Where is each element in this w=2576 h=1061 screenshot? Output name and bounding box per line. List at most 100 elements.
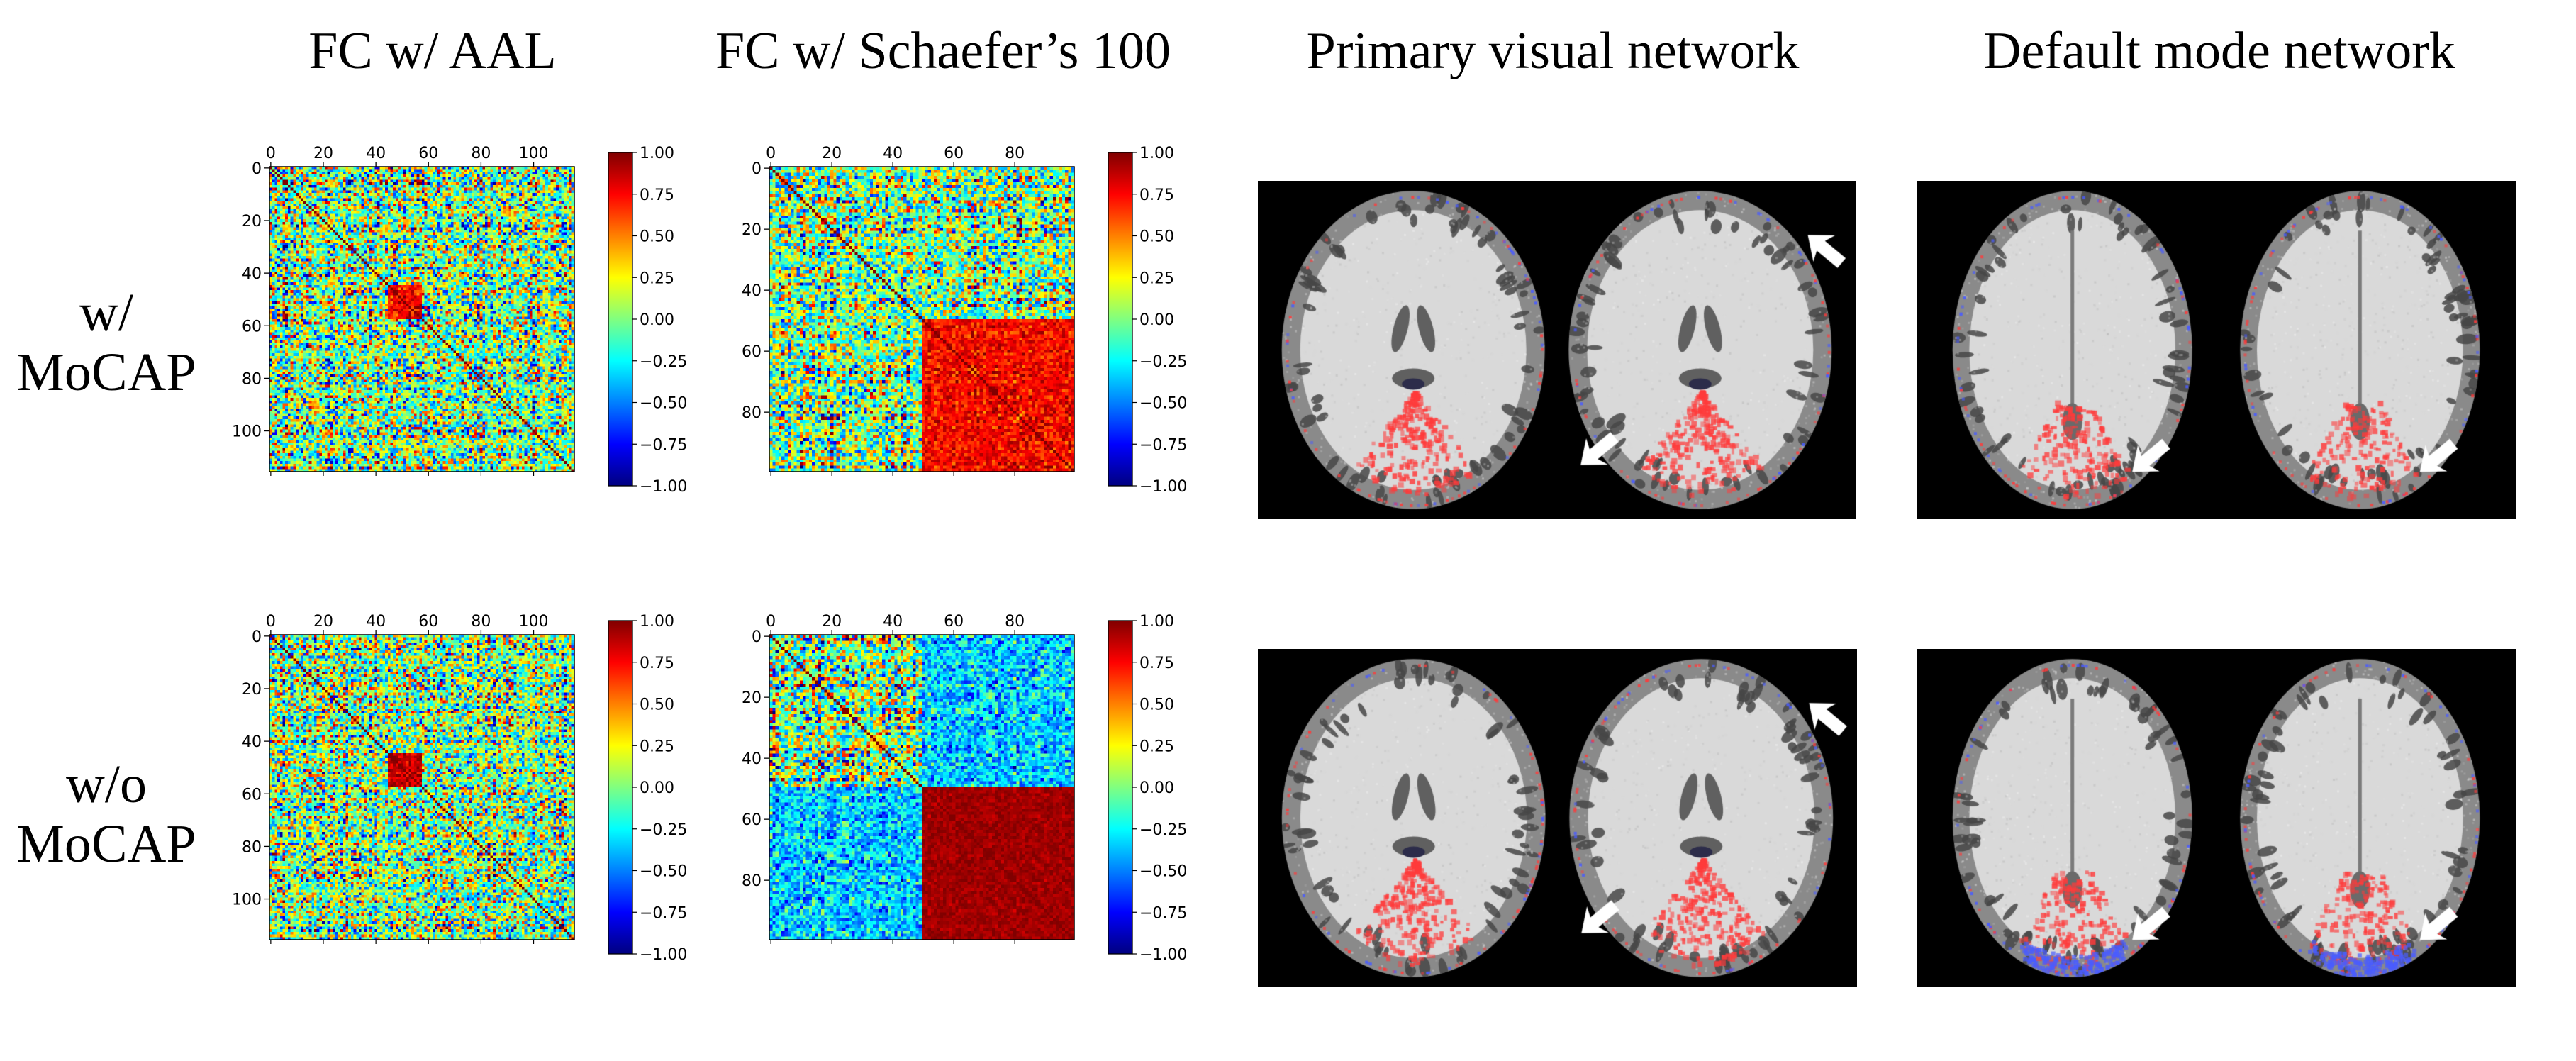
row-label-line1: w/o xyxy=(66,755,147,814)
colorbar-tick-label: 0.00 xyxy=(640,779,674,797)
matrix-frame xyxy=(769,166,1075,472)
x-tick-label: 0 xyxy=(766,145,776,162)
y-tick-label: 20 xyxy=(742,221,762,239)
colorbar-tick-label: −1.00 xyxy=(1139,478,1187,496)
y-tick-label: 100 xyxy=(232,423,262,441)
row-label-with-mocap: w/ MoCAP xyxy=(0,283,213,402)
colorbar-tick-label: −0.50 xyxy=(640,863,687,881)
x-tick-label: 100 xyxy=(519,613,549,631)
colorbar-tick-label: 1.00 xyxy=(1139,613,1174,631)
colorbar-tick-label: 1.00 xyxy=(640,613,674,631)
y-tick-label: 40 xyxy=(742,282,762,300)
row-label-line2: MoCAP xyxy=(16,813,196,874)
x-tick-label: 20 xyxy=(313,613,333,631)
colorbar-tick-label: −0.75 xyxy=(1139,436,1187,454)
row-label-line2: MoCAP xyxy=(16,342,196,402)
colorbar-tick-label: 0.50 xyxy=(640,696,674,714)
fc-heatmap xyxy=(269,167,574,472)
x-tick-label: 80 xyxy=(1005,613,1025,631)
colorbar xyxy=(608,152,633,487)
colorbar-tick-label: −1.00 xyxy=(1139,946,1187,964)
colorbar-tick-label: −1.00 xyxy=(640,478,687,496)
y-tick-label: 40 xyxy=(242,265,262,283)
y-tick-label: 80 xyxy=(242,370,262,388)
colorbar-tick-label: 0.00 xyxy=(1139,779,1174,797)
fc-matrix-svg: 00 20 20 40 40 60 60 80 80 1.00 0.75 0.50 0.25 0.00 −0… xyxy=(742,145,1187,496)
y-tick-label: 60 xyxy=(242,318,262,335)
brain-image-default-mode-without-mocap xyxy=(1917,649,2516,987)
matrix-frame xyxy=(269,166,575,472)
y-tick-label: 80 xyxy=(742,404,762,422)
x-tick-label: 80 xyxy=(471,145,491,162)
colorbar-tick-label: 0.25 xyxy=(640,738,674,755)
colorbar-tick-label: 0.00 xyxy=(1139,311,1174,329)
brain-slices xyxy=(1917,181,2516,519)
colorbar-tick-label: 0.75 xyxy=(640,187,674,204)
y-tick-label: 60 xyxy=(742,811,762,829)
x-tick-label: 60 xyxy=(944,145,964,162)
fc-matrix-schaefer-without-mocap: 0 0 20 20 40 40 60 60 80 80 1.00 0.75 0.50 0.25 0.00 −0… xyxy=(734,606,1230,1035)
x-tick-label: 0 xyxy=(266,145,276,162)
colorbar-tick-label: −0.50 xyxy=(640,395,687,413)
column-title-fc-schaefer: FC w/ Schaefer’s 100 xyxy=(715,21,1171,80)
y-tick-label: 20 xyxy=(242,681,262,699)
y-tick-label: 60 xyxy=(242,786,262,804)
colorbar-tick-label: −0.25 xyxy=(640,353,687,371)
colorbar-tick-label: −0.25 xyxy=(1139,353,1187,371)
brain-slices xyxy=(1917,649,2516,987)
colorbar-tick-label: −0.50 xyxy=(1139,863,1187,881)
y-tick-label: 60 xyxy=(742,343,762,361)
x-tick-label: 40 xyxy=(366,613,386,631)
y-tick-label: 20 xyxy=(742,689,762,707)
y-tick-label: 100 xyxy=(232,891,262,909)
y-tick-label: 0 xyxy=(752,160,762,178)
colorbar-tick-label: −0.75 xyxy=(640,904,687,922)
y-tick-label: 20 xyxy=(242,213,262,230)
x-tick-label: 0 xyxy=(766,613,776,631)
colorbar-tick-label: 0.75 xyxy=(1139,187,1174,204)
y-tick-label: 40 xyxy=(242,733,262,751)
row-label-line1: w/ xyxy=(79,283,133,343)
y-tick-label: 0 xyxy=(752,628,762,646)
x-tick-label: 100 xyxy=(519,145,549,162)
matrix-frame xyxy=(269,634,575,940)
column-title-primary-visual: Primary visual network xyxy=(1306,21,1800,80)
matrix-frame xyxy=(769,634,1075,940)
brain-image-primary-visual-with-mocap xyxy=(1258,181,1856,519)
x-tick-label: 60 xyxy=(418,145,438,162)
x-tick-label: 80 xyxy=(471,613,491,631)
x-tick-label: 60 xyxy=(944,613,964,631)
x-tick-label: 80 xyxy=(1005,145,1025,162)
colorbar-tick-label: 0.50 xyxy=(1139,696,1174,714)
x-tick-label: 40 xyxy=(366,145,386,162)
y-tick-label: 80 xyxy=(742,872,762,890)
brain-slices xyxy=(1258,181,1856,519)
fc-matrix-schaefer-with-mocap: 0 0 20 20 40 40 60 60 80 80 1.00 0.75 0.50 0.25 0.00 −0… xyxy=(734,138,1230,567)
fc-heatmap xyxy=(769,635,1074,940)
fc-matrix-svg: 00 20 20 40 40 60 60 80 80 100 100 1.00 0.75 0.50 0.25… xyxy=(232,613,687,964)
y-tick-label: 80 xyxy=(242,838,262,856)
y-tick-label: 0 xyxy=(252,628,262,646)
colorbar-tick-label: 0.75 xyxy=(1139,655,1174,672)
x-tick-label: 20 xyxy=(822,145,842,162)
fc-matrix-aal-without-mocap: 0 0 20 20 40 40 60 60 80 80 100 100 1.00 0.75 0.50 0.25… xyxy=(232,606,730,1035)
colorbar-tick-label: 0.00 xyxy=(640,311,674,329)
colorbar-tick-label: 0.25 xyxy=(1139,270,1174,287)
x-tick-label: 20 xyxy=(822,613,842,631)
x-tick-label: 40 xyxy=(883,613,903,631)
row-label-without-mocap: w/o MoCAP xyxy=(0,755,213,874)
colorbar xyxy=(1108,152,1133,487)
colorbar xyxy=(1108,620,1133,955)
colorbar-tick-label: 0.50 xyxy=(640,228,674,246)
y-tick-label: 0 xyxy=(252,160,262,178)
column-title-fc-aal: FC w/ AAL xyxy=(308,21,557,80)
colorbar-tick-label: 0.50 xyxy=(1139,228,1174,246)
brain-image-primary-visual-without-mocap xyxy=(1258,649,1857,987)
x-tick-label: 40 xyxy=(883,145,903,162)
x-tick-label: 20 xyxy=(313,145,333,162)
fc-matrix-svg: 00 20 20 40 40 60 60 80 80 1.00 0.75 0.50 0.25 0.00 −0… xyxy=(742,613,1187,964)
colorbar-tick-label: −0.50 xyxy=(1139,395,1187,413)
colorbar-tick-label: −0.25 xyxy=(1139,821,1187,839)
colorbar-tick-label: 1.00 xyxy=(1139,145,1174,162)
fc-matrix-aal-with-mocap: 0 0 20 20 40 40 60 60 80 80 100 100 1.00 0.75 0.50 0.25… xyxy=(232,138,730,567)
